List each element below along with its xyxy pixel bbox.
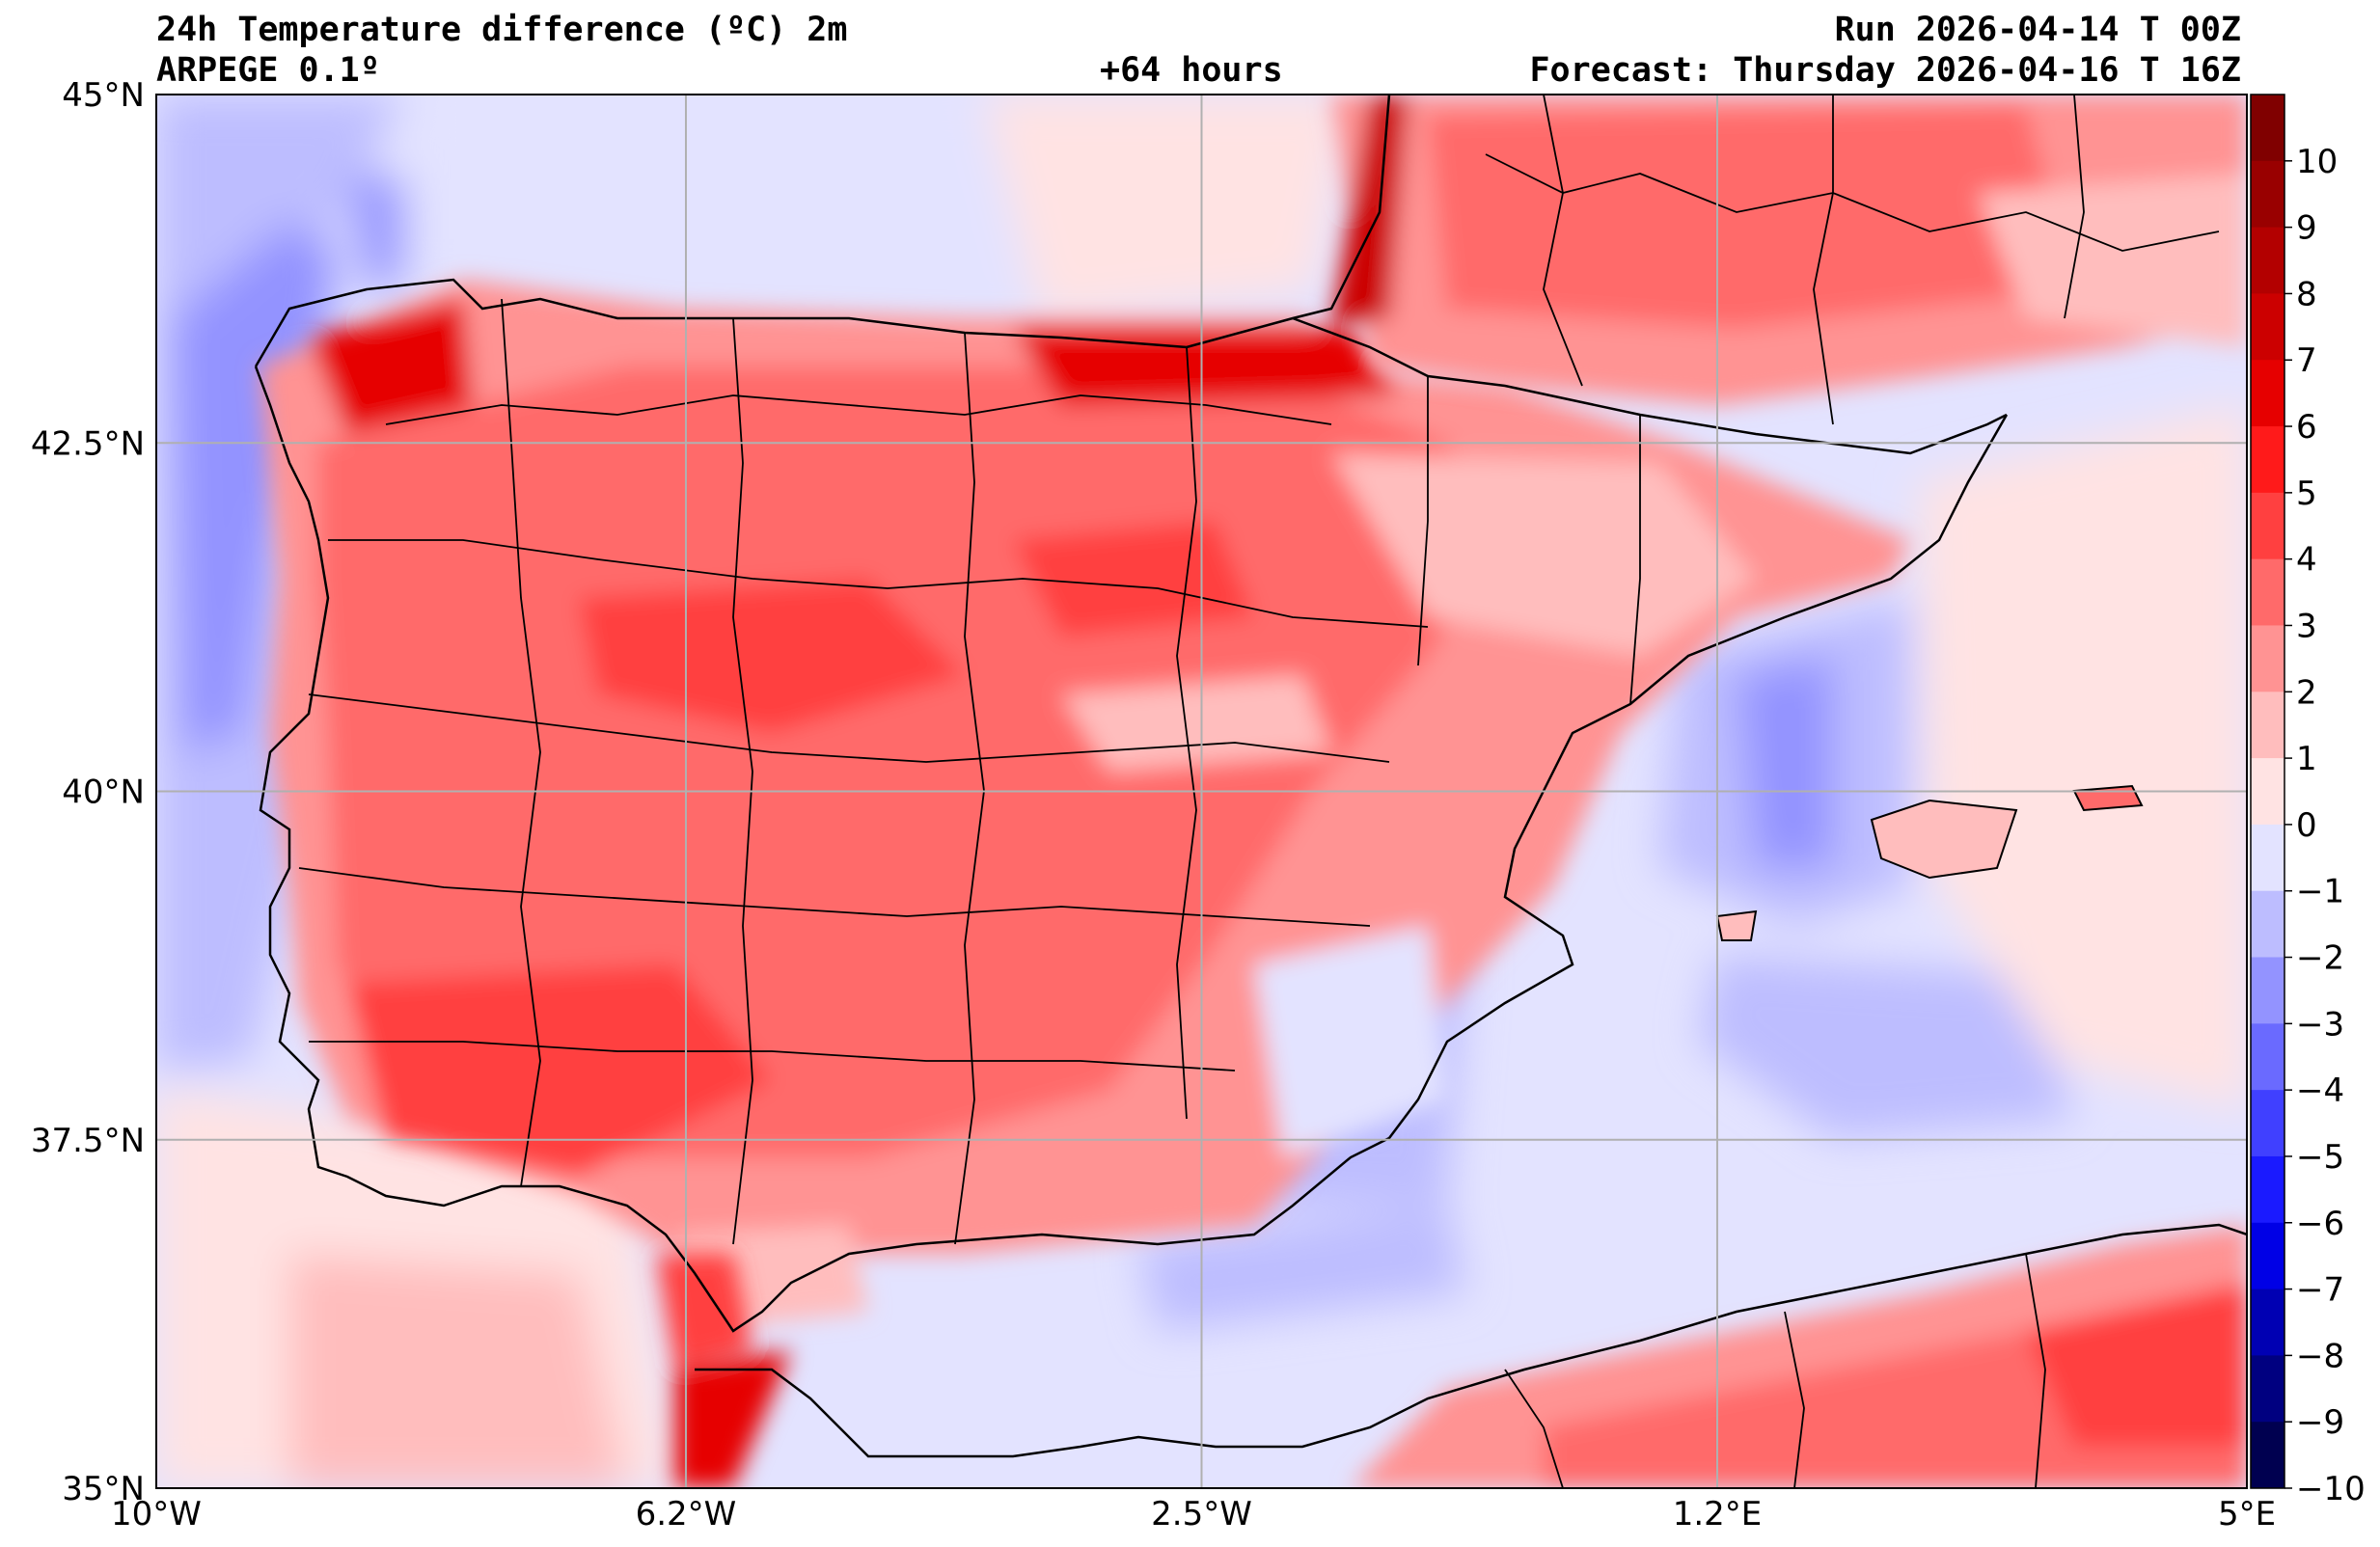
colorbar-label: 2 <box>2296 673 2317 712</box>
colorbar-label: 7 <box>2296 341 2317 380</box>
lon-tick-labels: 10°W 6.2°W 2.5°W 1.2°E 5°E <box>111 1495 2276 1533</box>
grid-lines <box>156 95 2247 1488</box>
admin-borders <box>298 95 2220 1488</box>
colorbar-swatch <box>2251 957 2284 1024</box>
lon-tick-label: 2.5°W <box>1151 1495 1252 1533</box>
colorbar-swatch <box>2251 492 2284 560</box>
forecast-label: Forecast: Thursday 2026-04-16 T 16Z <box>1529 51 2241 90</box>
colorbar-swatch <box>2251 95 2284 162</box>
colorbar-label: −2 <box>2296 939 2344 978</box>
colorbar-label: −6 <box>2296 1205 2344 1243</box>
colorbar-swatch <box>2251 1090 2284 1157</box>
colorbar-swatch <box>2251 758 2284 826</box>
colorbar-swatch <box>2251 890 2284 959</box>
lat-tick-label: 45°N <box>62 76 145 115</box>
lat-tick-label: 35°N <box>62 1470 145 1508</box>
colorbar-label: −7 <box>2296 1271 2344 1310</box>
colorbar-label: −5 <box>2296 1138 2344 1177</box>
colorbar-label: 8 <box>2296 275 2317 313</box>
lon-tick-label: 6.2°W <box>636 1495 737 1533</box>
model-label: ARPEGE 0.1º <box>156 51 380 90</box>
colorbar-swatch <box>2251 692 2284 759</box>
colorbar-label: 4 <box>2296 541 2317 580</box>
lat-tick-labels: 45°N 42.5°N 40°N 37.5°N 35°N <box>31 76 145 1508</box>
colorbar-label: −3 <box>2296 1005 2344 1044</box>
colorbar-swatch <box>2251 360 2284 427</box>
colorbar-label: −10 <box>2296 1470 2366 1508</box>
colorbar-swatch <box>2251 558 2284 626</box>
coastlines <box>254 95 2247 1458</box>
colorbar-swatch <box>2251 824 2284 892</box>
lat-tick-label: 42.5°N <box>31 424 145 463</box>
colorbar-swatch <box>2251 1023 2284 1091</box>
colorbar-label: 10 <box>2296 143 2338 181</box>
colorbar-label: 1 <box>2296 740 2317 778</box>
colorbar-label: 3 <box>2296 607 2317 645</box>
lead-time-label: +64 hours <box>1100 51 1283 90</box>
colorbar-frame <box>2250 94 2285 1489</box>
colorbar-label: −1 <box>2296 873 2344 911</box>
colorbar-swatch <box>2251 1422 2284 1489</box>
lon-tick-label: 1.2°E <box>1673 1495 1763 1533</box>
colorbar-swatch <box>2251 625 2284 692</box>
colorbar-swatch <box>2251 1155 2284 1224</box>
colorbar-label: 5 <box>2296 475 2317 513</box>
colorbar-label: 9 <box>2296 209 2317 248</box>
colorbar-label: −4 <box>2296 1072 2344 1110</box>
chart-title: 24h Temperature difference (ºC) 2m <box>156 11 848 49</box>
colorbar-swatch <box>2251 426 2284 494</box>
colorbar-label: 0 <box>2296 806 2317 845</box>
colorbar-label: −8 <box>2296 1337 2344 1375</box>
colorbar-swatch <box>2251 160 2284 229</box>
colorbar-swatch <box>2251 1222 2284 1290</box>
lon-tick-label: 5°E <box>2218 1495 2276 1533</box>
colorbar-swatch <box>2251 227 2284 294</box>
run-label: Run 2026-04-14 T 00Z <box>1834 11 2241 49</box>
map-frame <box>155 94 2248 1489</box>
lon-tick-label: 10°W <box>111 1495 202 1533</box>
colorbar-swatch <box>2251 1355 2284 1423</box>
colorbar-label: −9 <box>2296 1403 2344 1442</box>
lat-tick-label: 40°N <box>62 774 145 812</box>
colorbar-swatch <box>2251 1289 2284 1356</box>
lat-tick-label: 37.5°N <box>31 1122 145 1160</box>
colorbar-label: 6 <box>2296 408 2317 447</box>
colorbar-swatch <box>2251 293 2284 361</box>
